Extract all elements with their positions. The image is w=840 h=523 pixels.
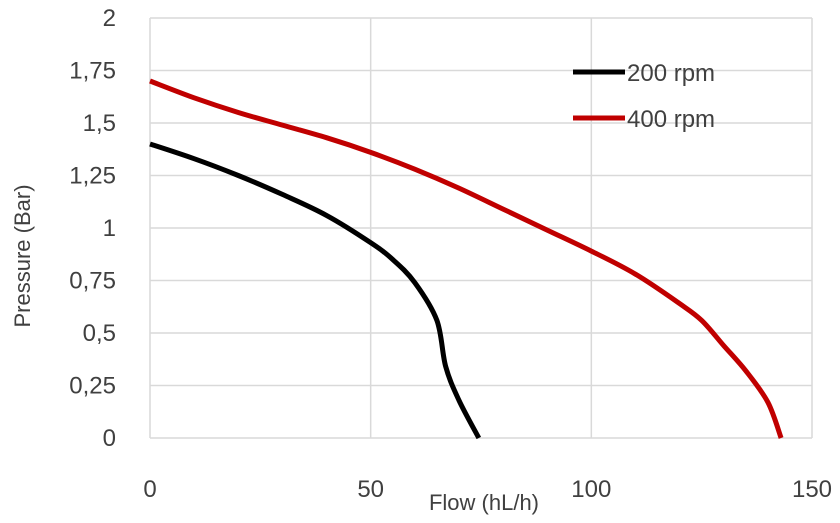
x-axis-label: Flow (hL/h) (429, 490, 539, 515)
legend-label-2: 400 rpm (627, 106, 715, 133)
y-tick-label: 0 (103, 425, 116, 452)
gridlines (149, 17, 813, 439)
series-lines (149, 78, 784, 440)
y-tick-label: 2 (103, 5, 116, 32)
x-tick-label: 100 (571, 476, 611, 503)
legend: 200 rpm 400 rpm (573, 60, 715, 133)
legend-label-1: 200 rpm (627, 60, 715, 87)
y-axis-label: Pressure (Bar) (10, 184, 35, 327)
y-tick-label: 0,5 (83, 320, 116, 347)
y-tick-label: 0,75 (69, 268, 116, 295)
y-tick-label: 1,5 (83, 110, 116, 137)
series-line-2 (149, 78, 784, 439)
y-tick-label: 1,25 (69, 163, 116, 190)
x-tick-label: 0 (143, 476, 156, 503)
y-tick-label: 1,75 (69, 58, 116, 85)
x-axis-ticks: 0 50 100 150 (143, 476, 832, 503)
y-tick-label: 0,25 (69, 373, 116, 400)
x-tick-label: 150 (792, 476, 832, 503)
x-tick-label: 50 (357, 476, 384, 503)
series-line-1 (149, 141, 482, 440)
y-axis-ticks: 0 0,25 0,5 0,75 1 1,25 1,5 1,75 2 (69, 5, 116, 452)
y-tick-label: 1 (103, 215, 116, 242)
